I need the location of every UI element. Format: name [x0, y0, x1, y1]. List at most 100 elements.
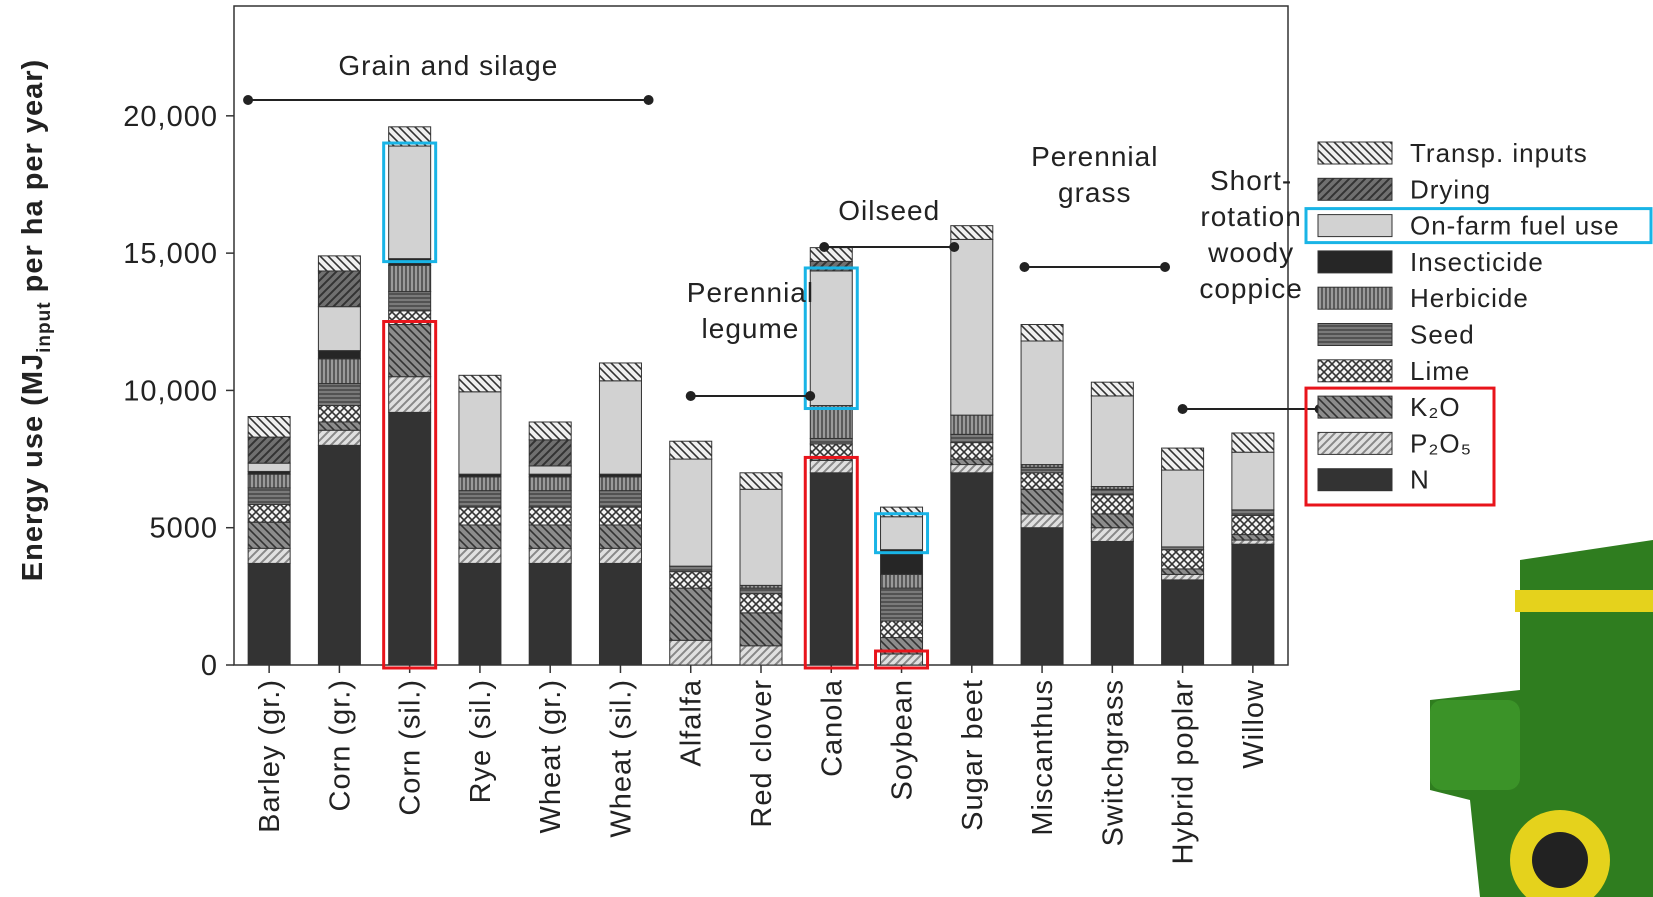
bar-segment	[318, 422, 360, 430]
bar-segment	[389, 325, 431, 377]
legend-label: P₂O₅	[1410, 428, 1472, 458]
bar-segment	[670, 441, 712, 459]
bar-segment	[810, 473, 852, 665]
bar-segment	[529, 422, 571, 440]
bar-segment	[810, 271, 852, 406]
group-label: Oilseed	[838, 195, 940, 226]
y-title-part: per ha per year)	[17, 59, 49, 302]
bar-segment	[248, 504, 290, 522]
legend-label: Herbicide	[1410, 283, 1529, 313]
x-tick-label: Corn (sil.)	[395, 679, 427, 816]
bar-segment	[951, 434, 993, 442]
bar-segment	[529, 491, 571, 507]
y-tick-label: 0	[201, 650, 218, 682]
group-end	[1160, 262, 1170, 272]
x-tick-label: Switchgrass	[1097, 679, 1129, 846]
bar-segment	[318, 445, 360, 665]
group-label: Perennial	[1031, 141, 1158, 172]
bar-segment	[1091, 382, 1133, 396]
y-title-part: Energy use (MJ	[17, 353, 49, 581]
bar-segment	[1091, 495, 1133, 514]
bar-segment	[1162, 574, 1204, 579]
y-tick-label: 20,000	[123, 101, 218, 133]
x-tick-label: Wheat (sil.)	[605, 679, 637, 838]
y-title-sub: input	[34, 301, 55, 352]
bar-segment	[670, 588, 712, 640]
bar-segment	[529, 477, 571, 491]
group-label: legume	[702, 313, 800, 344]
bar-segment	[1091, 514, 1133, 528]
x-tick-label: Miscanthus	[1027, 679, 1059, 836]
bar-segment	[529, 548, 571, 563]
x-tick-label: Corn (gr.)	[324, 679, 356, 811]
bar-segment	[1021, 528, 1063, 665]
x-tick-label: Hybrid poplar	[1168, 679, 1200, 864]
bar-segment	[740, 613, 782, 646]
bar-segment	[810, 438, 852, 443]
bar-segment	[810, 261, 852, 271]
bar-segment	[1021, 514, 1063, 528]
legend-label: Transp. inputs	[1410, 138, 1588, 168]
bar-segment	[740, 594, 782, 613]
group-label: rotation	[1200, 201, 1301, 232]
bar-segment	[529, 466, 571, 474]
legend-swatch	[1318, 178, 1392, 200]
bar-segment	[599, 363, 641, 381]
bar-segment	[1232, 515, 1274, 534]
bar-segment	[1091, 528, 1133, 542]
group-end	[243, 95, 253, 105]
x-tick-label: Alfalfa	[676, 679, 708, 767]
group-end	[1178, 404, 1188, 414]
bar-segment	[1162, 470, 1204, 547]
group-label: Short-	[1210, 165, 1292, 196]
group-end	[1020, 262, 1030, 272]
bar-segment	[951, 443, 993, 459]
bar-segment	[670, 572, 712, 588]
bar-segment	[1091, 396, 1133, 487]
legend-label: Drying	[1410, 174, 1491, 204]
bar-segment	[389, 412, 431, 665]
bar-segment	[1162, 448, 1204, 470]
bar-segment	[1091, 541, 1133, 665]
legend-label: N	[1410, 465, 1430, 495]
bar-segment	[881, 621, 923, 637]
bar-segment	[389, 292, 431, 311]
bar-segment	[459, 563, 501, 665]
x-tick-label: Barley (gr.)	[254, 679, 286, 833]
bar-segment	[599, 507, 641, 525]
x-tick-label: Canola	[816, 679, 848, 777]
bar-segment	[599, 381, 641, 474]
bar-segment	[1162, 550, 1204, 569]
group-label: Perennial	[687, 277, 814, 308]
bar-segment	[951, 226, 993, 240]
bar-segment	[810, 460, 852, 472]
bar-segment	[459, 507, 501, 525]
bar-segment	[1021, 473, 1063, 489]
bar-segment	[459, 392, 501, 474]
y-axis-title: Energy use (MJinput per ha per year)	[17, 59, 55, 581]
bar-segment	[951, 473, 993, 665]
bar-segment	[389, 377, 431, 413]
bar-segment	[248, 437, 290, 463]
bar-segment	[1021, 341, 1063, 465]
bar-segment	[810, 444, 852, 458]
bar-segment	[318, 307, 360, 351]
bar-segment	[740, 588, 782, 593]
bar-segment	[599, 491, 641, 507]
chart: Energy use (MJinput per ha per year) 050…	[0, 0, 1653, 897]
bar-segment	[1232, 544, 1274, 665]
bar-segment	[740, 473, 782, 489]
bar-segment	[951, 415, 993, 434]
bar-segment	[810, 406, 852, 439]
legend-swatch	[1318, 396, 1392, 418]
legend-swatch	[1318, 287, 1392, 309]
bar-segment	[248, 463, 290, 471]
bar-segment	[529, 525, 571, 548]
legend-label: On-farm fuel use	[1410, 211, 1620, 241]
bar-segment	[459, 525, 501, 548]
bar-segment	[318, 271, 360, 307]
bar-segment	[740, 646, 782, 665]
bar-segment	[670, 566, 712, 571]
bar-segment	[1162, 580, 1204, 665]
bar-segment	[951, 459, 993, 464]
